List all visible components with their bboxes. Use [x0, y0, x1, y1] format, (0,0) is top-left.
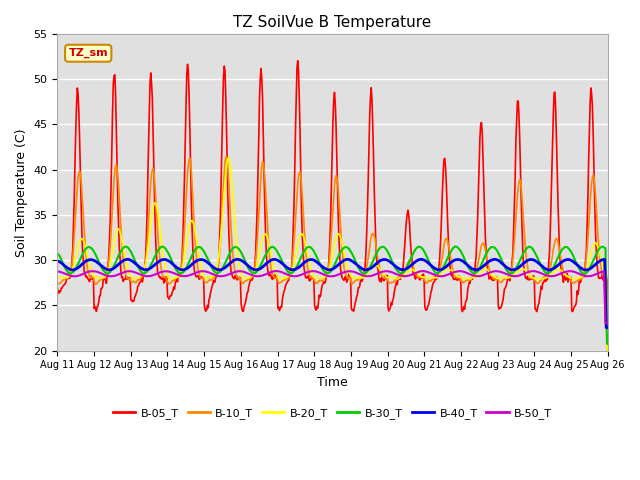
- B-50_T: [417, 268, 424, 274]
- B-10_T: [54, 279, 61, 285]
- B-40_T: [176, 266, 184, 272]
- B-30_T: [63, 268, 71, 274]
- B-50_T: [400, 274, 408, 279]
- Title: TZ SoilVue B Temperature: TZ SoilVue B Temperature: [234, 15, 432, 30]
- B-05_T: [400, 252, 408, 258]
- Legend: B-05_T, B-10_T, B-20_T, B-30_T, B-40_T, B-50_T: B-05_T, B-10_T, B-20_T, B-30_T, B-40_T, …: [108, 404, 557, 423]
- B-50_T: [604, 320, 612, 326]
- Line: B-20_T: B-20_T: [58, 157, 608, 403]
- B-05_T: [206, 296, 214, 302]
- B-20_T: [205, 276, 212, 281]
- Text: TZ_sm: TZ_sm: [68, 48, 108, 59]
- B-40_T: [205, 261, 212, 266]
- Line: B-50_T: B-50_T: [58, 271, 608, 323]
- B-05_T: [417, 274, 424, 279]
- B-30_T: [176, 270, 184, 276]
- Line: B-30_T: B-30_T: [58, 247, 608, 344]
- B-50_T: [176, 273, 184, 278]
- B-10_T: [63, 274, 71, 280]
- B-30_T: [417, 244, 424, 250]
- B-50_T: [54, 269, 61, 275]
- B-30_T: [400, 269, 408, 275]
- B-30_T: [206, 261, 214, 266]
- B-20_T: [176, 271, 184, 277]
- B-05_T: [176, 274, 184, 280]
- B-10_T: [400, 270, 408, 276]
- B-05_T: [54, 288, 61, 294]
- B-10_T: [222, 156, 230, 161]
- B-20_T: [120, 248, 128, 253]
- B-50_T: [63, 272, 71, 277]
- B-50_T: [206, 270, 214, 276]
- B-10_T: [120, 261, 128, 266]
- B-30_T: [120, 244, 128, 250]
- Line: B-10_T: B-10_T: [58, 158, 608, 448]
- X-axis label: Time: Time: [317, 376, 348, 389]
- B-20_T: [604, 400, 612, 406]
- B-40_T: [491, 256, 499, 262]
- Line: B-05_T: B-05_T: [58, 65, 608, 480]
- B-40_T: [399, 267, 407, 273]
- B-40_T: [120, 258, 128, 264]
- B-50_T: [602, 320, 609, 326]
- B-05_T: [63, 277, 71, 283]
- B-40_T: [604, 324, 612, 330]
- B-30_T: [195, 244, 203, 250]
- B-30_T: [604, 341, 612, 347]
- B-20_T: [54, 276, 61, 281]
- B-20_T: [400, 273, 408, 278]
- B-40_T: [415, 257, 423, 263]
- B-05_T: [120, 272, 128, 277]
- Y-axis label: Soil Temperature (C): Soil Temperature (C): [15, 128, 28, 256]
- B-50_T: [120, 269, 128, 275]
- B-20_T: [224, 155, 232, 160]
- B-30_T: [54, 251, 61, 257]
- B-10_T: [205, 280, 212, 286]
- B-40_T: [54, 258, 61, 264]
- B-20_T: [417, 273, 424, 279]
- B-10_T: [176, 270, 184, 276]
- B-10_T: [417, 275, 424, 281]
- Line: B-40_T: B-40_T: [58, 259, 608, 327]
- B-05_T: [184, 62, 191, 68]
- B-20_T: [63, 274, 71, 279]
- B-40_T: [63, 265, 71, 271]
- B-50_T: [199, 268, 207, 274]
- B-10_T: [604, 445, 612, 451]
